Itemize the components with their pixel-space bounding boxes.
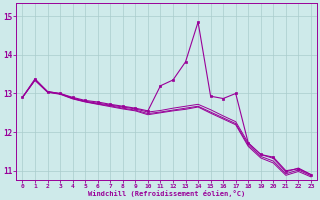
- X-axis label: Windchill (Refroidissement éolien,°C): Windchill (Refroidissement éolien,°C): [88, 190, 245, 197]
